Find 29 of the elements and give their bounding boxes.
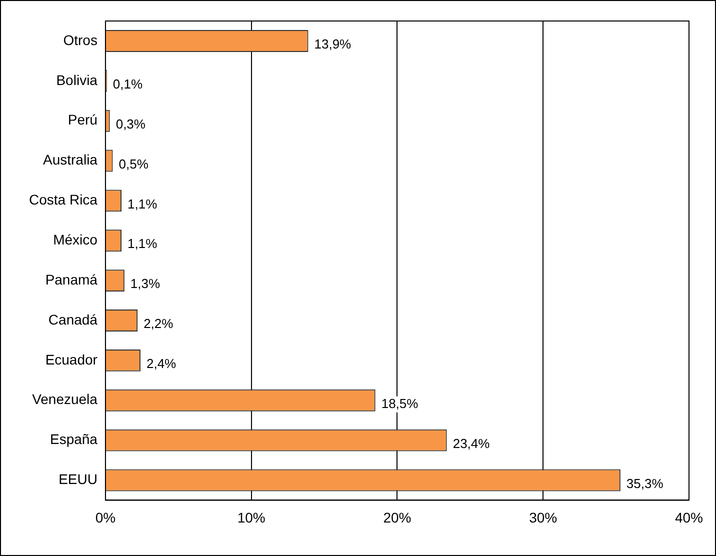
y-tick-label: Bolivia <box>56 72 98 88</box>
y-tick-label: Ecuador <box>45 351 98 368</box>
y-tick-label: Venezuela <box>32 391 98 408</box>
data-label: 2,4% <box>146 356 177 372</box>
y-tick-label: EEUU <box>58 471 98 488</box>
x-tick-label: 20% <box>383 509 412 526</box>
data-label: 1,1% <box>128 196 158 212</box>
x-tick-label: 10% <box>237 509 266 526</box>
x-tick-label: 40% <box>674 509 704 526</box>
x-tick-label: 0% <box>95 509 116 526</box>
data-label: 13,9% <box>314 36 352 52</box>
data-label: 1,1% <box>128 236 158 252</box>
data-label: 18,5% <box>381 396 419 411</box>
data-label: 35,3% <box>626 476 664 491</box>
y-tick-label: México <box>53 231 98 248</box>
y-tick-label: Perú <box>68 112 98 128</box>
y-tick-label: Canadá <box>48 311 98 328</box>
y-tick-label: Costa Rica <box>29 192 98 208</box>
y-tick-label: Australia <box>43 152 98 168</box>
data-label: 0,1% <box>112 76 143 92</box>
data-label: 1,3% <box>130 276 161 292</box>
y-tick-label: España <box>50 431 98 448</box>
data-label: 23,4% <box>452 436 490 451</box>
data-label: 2,2% <box>144 316 174 332</box>
data-label: 0,5% <box>118 156 149 172</box>
y-tick-label: Panamá <box>45 271 98 288</box>
x-tick-label: 30% <box>529 509 558 526</box>
y-tick-label: Otros <box>63 32 98 48</box>
data-label: 0,3% <box>116 116 146 132</box>
